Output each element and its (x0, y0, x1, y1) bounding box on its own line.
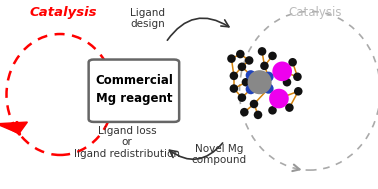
FancyBboxPatch shape (88, 60, 179, 122)
Point (239, 65, 245, 68)
Point (231, 87, 237, 90)
Point (248, 88, 254, 91)
Point (237, 53, 243, 56)
Point (241, 111, 247, 114)
Point (239, 96, 245, 99)
Point (260, 83, 266, 86)
Point (259, 50, 265, 53)
Point (284, 81, 290, 84)
Text: Ligand
design: Ligand design (130, 8, 165, 29)
Text: Commercial
Mg reagent: Commercial Mg reagent (95, 74, 173, 105)
Polygon shape (0, 122, 27, 133)
Point (248, 74, 254, 77)
Text: Catalysis: Catalysis (288, 6, 342, 19)
Point (243, 81, 249, 84)
Point (228, 57, 234, 60)
FancyArrowPatch shape (169, 143, 223, 159)
Point (294, 75, 301, 78)
Point (270, 109, 276, 112)
Point (287, 106, 293, 109)
Point (251, 102, 257, 105)
Point (290, 61, 296, 64)
Point (255, 113, 261, 116)
Point (246, 59, 252, 62)
Point (257, 81, 263, 84)
Text: Novel Mg
compound: Novel Mg compound (192, 144, 247, 165)
FancyArrowPatch shape (167, 18, 229, 40)
Point (262, 64, 268, 67)
Point (231, 74, 237, 77)
Point (295, 90, 301, 93)
Point (276, 97, 282, 100)
Point (265, 75, 271, 78)
Text: Ligand loss
or
ligand redistribution: Ligand loss or ligand redistribution (74, 125, 180, 159)
Point (270, 54, 276, 57)
Point (265, 87, 271, 90)
Point (279, 70, 285, 73)
Text: Catalysis: Catalysis (30, 6, 98, 19)
